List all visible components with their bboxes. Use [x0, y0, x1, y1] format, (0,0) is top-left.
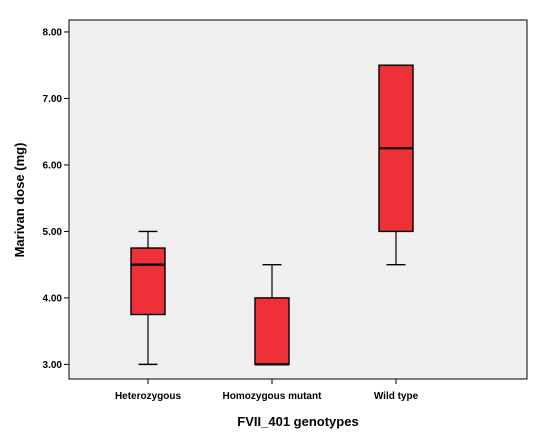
- y-tick-label: 5.00: [43, 227, 63, 238]
- iqr-box: [130, 247, 166, 316]
- category-label: Wild type: [374, 391, 419, 402]
- category-label: Homozygous mutant: [223, 391, 323, 402]
- y-tick-label: 6.00: [43, 160, 63, 171]
- x-axis-title: FVII_401 genotypes: [237, 414, 358, 429]
- y-axis-title: Marivan dose (mg): [12, 143, 27, 258]
- category-label: Heterozygous: [115, 391, 182, 402]
- plot-area: [68, 19, 528, 380]
- y-tick-label: 3.00: [43, 360, 63, 371]
- x-axis: Heterozygous Homozygous mutant Wild type: [115, 379, 419, 402]
- box-group: [378, 64, 414, 266]
- y-tick-label: 8.00: [43, 27, 63, 38]
- y-axis: 3.00 4.00 5.00 6.00 7.00 8.00: [43, 27, 69, 371]
- boxes: [130, 64, 414, 366]
- box-group: [130, 230, 166, 366]
- y-tick-label: 7.00: [43, 94, 63, 105]
- iqr-box: [254, 297, 290, 366]
- box-group: [254, 263, 290, 366]
- y-tick-label: 4.00: [43, 293, 63, 304]
